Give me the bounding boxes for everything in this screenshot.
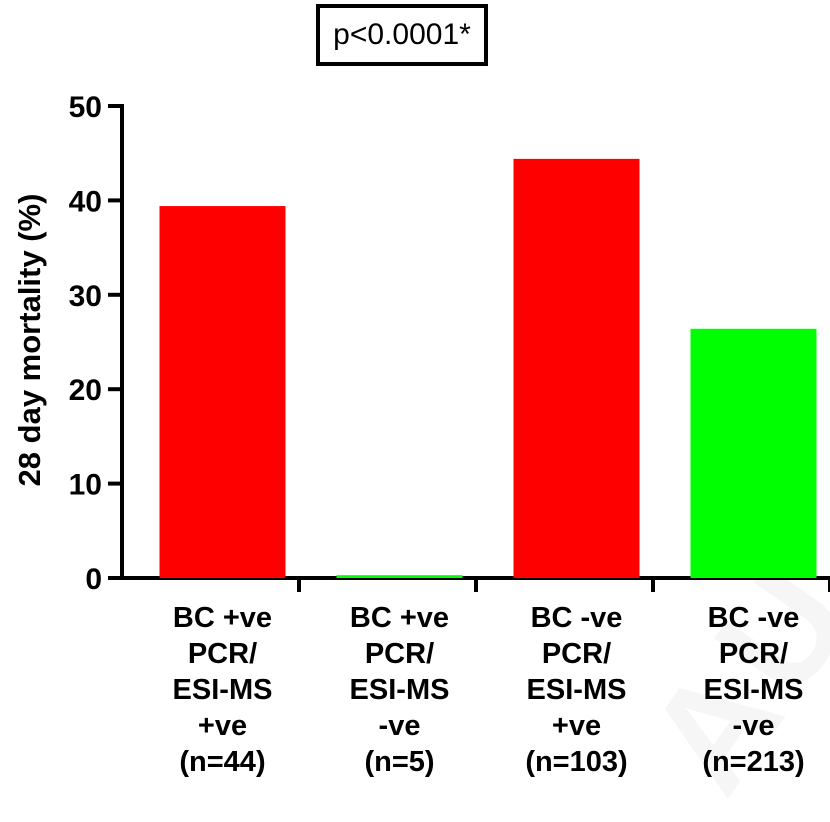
x-tick-labels: BC +ve PCR/ESI-MS +ve (n=44) BC +ve PCR/ESI-M…: [173, 602, 805, 778]
y-tick-label-20: 20: [69, 374, 102, 407]
y-tick-label-50: 50: [69, 91, 102, 124]
y-tick-label-0: 0: [85, 563, 102, 596]
bar-4: [690, 328, 817, 578]
p-value-text: p<0.0001*: [333, 18, 471, 51]
x-tick-label-1: BC +ve PCR/ESI-MS +ve (n=44): [173, 602, 273, 778]
bar-1: [159, 206, 286, 578]
p-value-box: p<0.0001*: [316, 4, 488, 66]
bar-chart: 28 day mortality (%) 0 10 20 30 40 50 BC +ve P…: [12, 91, 830, 778]
y-axis-label: 28 day mortality (%): [12, 194, 47, 487]
x-tick-label-2: BC +ve PCR/ESI-MS -ve (n=5): [350, 602, 450, 778]
x-tick-label-4: BC -ve PCR/ESI-MS -ve (n=213): [702, 602, 804, 778]
y-ticks: 0 10 20 30 40 50: [69, 91, 122, 596]
y-tick-label-40: 40: [69, 185, 102, 218]
y-tick-label-30: 30: [69, 280, 102, 313]
x-tick-label-3: BC -ve PCR/ESI-MS +ve (n=103): [525, 602, 627, 778]
bars: [159, 158, 817, 578]
bar-3: [513, 158, 640, 578]
y-tick-label-10: 10: [69, 469, 102, 502]
bar-2: [336, 575, 463, 578]
